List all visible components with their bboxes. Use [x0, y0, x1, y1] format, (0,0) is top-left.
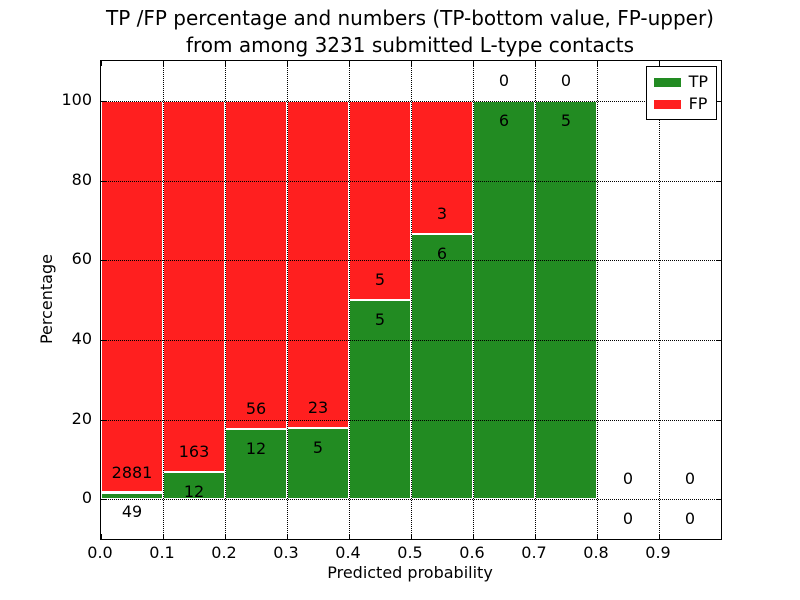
- x-tick-label: 0.1: [149, 543, 175, 562]
- plot-area: 2881 49 163 12 56 12 23 5 5 5 3 6 0 6 0 5 0 0 0 0 TP FP: [100, 60, 722, 540]
- bar-count-label-fp: 0: [498, 70, 510, 90]
- bar-segment-tp: [101, 492, 163, 500]
- bar-count-label-tp: 0: [622, 509, 634, 529]
- chart-title: TP /FP percentage and numbers (TP-bottom…: [100, 5, 720, 59]
- legend-label-tp: TP: [688, 72, 708, 91]
- bar-count-label-tp: 49: [121, 502, 143, 522]
- tp-color-swatch: [653, 77, 681, 87]
- bar-segment-fp: [101, 100, 163, 493]
- y-tick-label: 20: [71, 408, 92, 428]
- y-tick-label: 60: [71, 249, 92, 269]
- bar-segment-fp: [163, 100, 225, 472]
- bar-count-label-fp: 0: [684, 469, 696, 489]
- bar-segment-tp: [287, 428, 349, 500]
- bar-count-label-tp: 6: [436, 243, 448, 263]
- bar-count-label-tp: 12: [245, 438, 267, 458]
- bar-count-label-fp: 163: [178, 441, 210, 461]
- bar-count-label-tp: 5: [560, 110, 572, 130]
- x-tick-label: 0.9: [645, 543, 671, 562]
- chart-title-line2: from among 3231 submitted L-type contact…: [185, 33, 635, 57]
- bars-layer: [101, 61, 721, 539]
- fp-color-swatch: [653, 99, 681, 109]
- bar-segment-tp: [349, 300, 411, 500]
- bar-count-label-fp: 3: [436, 203, 448, 223]
- bar-count-label-tp: 5: [312, 437, 324, 457]
- bar-count-label-fp: 23: [307, 398, 329, 418]
- legend: TP FP: [645, 66, 717, 120]
- legend-item-fp: FP: [653, 93, 708, 115]
- x-tick-label: 0.5: [397, 543, 423, 562]
- bar-count-label-tp: 0: [684, 509, 696, 529]
- bar-count-label-fp: 2881: [111, 462, 153, 482]
- y-tick-label: 0: [81, 488, 92, 508]
- bar-segment-fp: [411, 100, 473, 234]
- bar-count-label-fp: 0: [560, 70, 572, 90]
- x-tick-label: 0.3: [273, 543, 299, 562]
- x-tick-label: 0.0: [87, 543, 113, 562]
- y-tick-label: 100: [61, 89, 92, 109]
- y-tick-label: 80: [71, 169, 92, 189]
- bar-count-label-tp: 6: [498, 110, 510, 130]
- legend-label-fp: FP: [688, 94, 708, 113]
- x-tick-label: 0.4: [335, 543, 361, 562]
- bar-segment-tp: [225, 428, 287, 500]
- y-axis-label: Percentage: [37, 254, 56, 345]
- x-tick-label: 0.8: [583, 543, 609, 562]
- bar-count-label-fp: 56: [245, 398, 267, 418]
- bar-count-label-tp: 5: [374, 309, 386, 329]
- bar-segment-fp: [287, 100, 349, 429]
- chart-title-line1: TP /FP percentage and numbers (TP-bottom…: [106, 6, 714, 30]
- bar-count-label-fp: 5: [374, 270, 386, 290]
- bar-segment-tp: [535, 100, 597, 500]
- y-tick-label: 40: [71, 328, 92, 348]
- bar-count-label-tp: 12: [183, 481, 205, 501]
- x-axis-label: Predicted probability: [327, 563, 493, 582]
- x-tick-label: 0.7: [521, 543, 547, 562]
- bar-segment-fp: [349, 100, 411, 300]
- bar-labels-layer: 2881 49 163 12 56 12 23 5 5 5 3 6 0 6 0 5 0 0 0 0: [101, 61, 721, 539]
- x-tick-label: 0.2: [211, 543, 237, 562]
- x-tick-label: 0.6: [459, 543, 485, 562]
- legend-item-tp: TP: [653, 71, 708, 93]
- bar-count-label-fp: 0: [622, 469, 634, 489]
